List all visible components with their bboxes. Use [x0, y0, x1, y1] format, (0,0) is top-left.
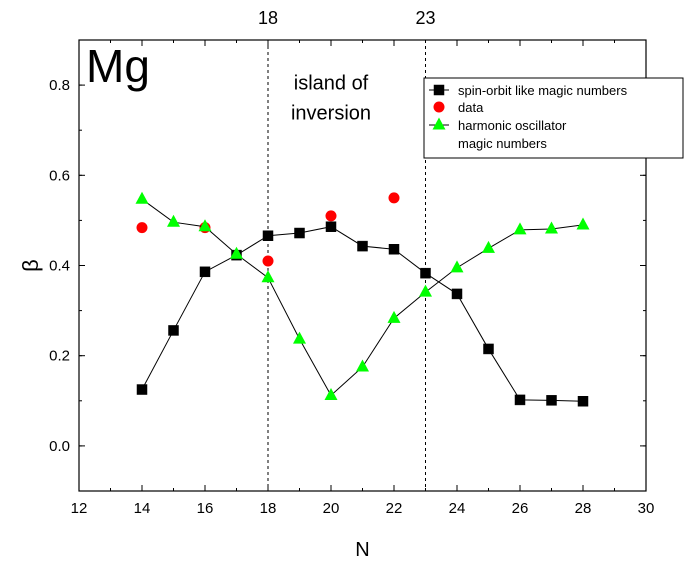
x-tick-label: 14 — [134, 500, 151, 517]
data-point — [514, 394, 526, 406]
data-point — [136, 222, 148, 234]
data-point — [135, 191, 149, 204]
legend-box — [423, 77, 684, 159]
data-point — [325, 221, 337, 232]
legend-label: spin-orbit like magic numbers — [458, 83, 628, 98]
x-tick-label: 12 — [71, 500, 88, 517]
x-tick-label: 20 — [323, 500, 340, 517]
y-tick-label: 0.8 — [49, 77, 70, 94]
data-point — [577, 396, 589, 407]
x-tick-label: 16 — [197, 500, 214, 517]
data-point — [136, 384, 148, 395]
legend-marker — [433, 101, 445, 113]
annotation-text: island of — [294, 73, 369, 95]
legend-label: magic numbers — [458, 136, 547, 151]
y-tick-label: 0.0 — [49, 438, 70, 455]
data-point — [230, 246, 243, 259]
data-point — [576, 217, 590, 230]
data-point — [451, 288, 463, 300]
chart-text: 18 23 Nβ Mg island of inversion — [18, 8, 436, 561]
x-tick-label: 24 — [449, 500, 466, 517]
chart-title: Mg — [86, 40, 150, 92]
data-point — [545, 221, 558, 234]
y-tick-label: 0.6 — [49, 167, 70, 184]
data-point — [262, 255, 274, 267]
series-line — [141, 226, 584, 402]
x-tick-label: 30 — [638, 500, 655, 517]
y-tick-label: 0.4 — [49, 258, 70, 275]
data-point — [262, 230, 274, 241]
data-series — [135, 191, 590, 407]
data-point — [356, 359, 369, 372]
series-2 — [135, 191, 590, 400]
data-point — [198, 219, 212, 232]
data-point — [420, 267, 431, 279]
data-point — [513, 222, 527, 235]
x-tick-label: 22 — [386, 500, 403, 517]
legend-label: harmonic oscillator — [458, 118, 567, 133]
data-point — [546, 395, 557, 406]
data-point — [388, 192, 400, 204]
data-point — [293, 331, 306, 344]
data-point — [483, 343, 494, 355]
data-point — [325, 210, 337, 222]
x-tick-label: 26 — [512, 500, 529, 517]
data-point — [357, 240, 368, 252]
data-point — [387, 310, 401, 323]
x-axis-label: N — [355, 539, 369, 561]
legend: spin-orbit like magic numbers data harmoni… — [423, 77, 684, 159]
data-point — [324, 387, 338, 400]
annotation-text: inversion — [291, 103, 371, 125]
x-tick-label: 28 — [575, 500, 592, 517]
reference-line-label: 18 — [258, 8, 278, 28]
x-tick-label: 18 — [260, 500, 277, 517]
data-point — [167, 214, 180, 227]
data-point — [261, 270, 275, 283]
axis-ticks: 12 14 16 18 20 22 24 26 28 30 0.0 0.2 0.4 0.6 0.8 — [49, 39, 655, 517]
data-point — [419, 284, 432, 297]
legend-marker — [433, 84, 445, 96]
legend-label: data — [458, 100, 484, 115]
legend-marker — [432, 117, 446, 130]
data-point — [482, 240, 495, 253]
data-point — [450, 260, 464, 273]
y-tick-label: 0.2 — [49, 348, 70, 365]
reference-line-label: 23 — [415, 8, 435, 28]
data-point — [168, 325, 179, 336]
data-point — [294, 227, 305, 239]
data-point — [388, 244, 400, 255]
data-point — [199, 266, 211, 278]
y-axis-label: β — [18, 259, 43, 272]
series-0 — [136, 221, 589, 407]
